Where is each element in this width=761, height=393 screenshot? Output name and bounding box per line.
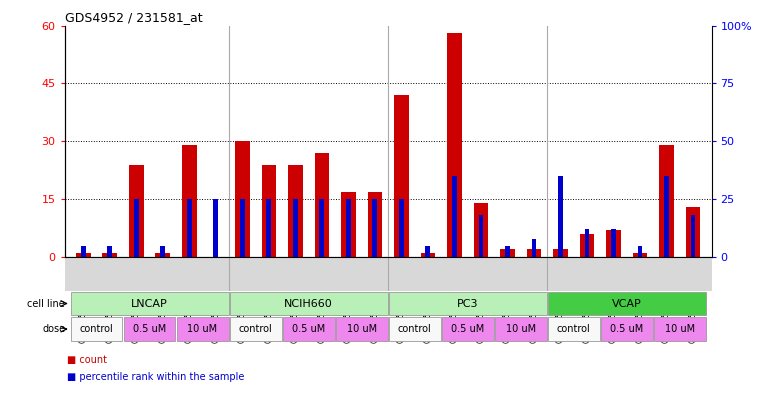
Bar [346, 199, 351, 257]
Bar [266, 199, 271, 257]
Text: LNCAP: LNCAP [131, 299, 168, 309]
Bar [314, 153, 329, 257]
Text: ■ percentile rank within the sample: ■ percentile rank within the sample [67, 372, 244, 382]
Bar [452, 176, 457, 257]
Bar [479, 215, 483, 257]
Bar [441, 317, 494, 341]
Bar [262, 165, 276, 257]
Bar [664, 176, 669, 257]
Bar [659, 145, 673, 257]
Bar [473, 203, 489, 257]
Bar [282, 317, 335, 341]
Bar [230, 292, 387, 315]
Text: 0.5 uM: 0.5 uM [292, 324, 325, 334]
Text: 10 uM: 10 uM [187, 324, 218, 334]
Text: dose: dose [42, 324, 65, 334]
Text: 10 uM: 10 uM [505, 324, 536, 334]
Text: control: control [398, 324, 431, 334]
Bar [394, 95, 409, 257]
Text: PC3: PC3 [457, 299, 479, 309]
Bar [425, 246, 430, 257]
Bar [368, 191, 382, 257]
Bar [580, 234, 594, 257]
Bar [123, 317, 176, 341]
Bar [548, 317, 600, 341]
Bar [389, 292, 546, 315]
Bar [500, 250, 514, 257]
Bar [495, 317, 546, 341]
Bar [81, 246, 86, 257]
Text: 0.5 uM: 0.5 uM [133, 324, 166, 334]
Bar [584, 230, 589, 257]
Bar [161, 246, 165, 257]
Text: VCAP: VCAP [612, 299, 642, 309]
Bar [638, 246, 642, 257]
Bar [527, 250, 541, 257]
Bar [558, 176, 563, 257]
Bar [71, 317, 123, 341]
Bar [553, 250, 568, 257]
Bar [155, 253, 170, 257]
Bar [320, 199, 324, 257]
Bar [240, 199, 245, 257]
Bar [399, 199, 404, 257]
Text: 10 uM: 10 uM [664, 324, 695, 334]
Bar [600, 317, 653, 341]
Bar [134, 199, 139, 257]
Text: cell line: cell line [27, 299, 65, 309]
Bar [76, 253, 91, 257]
Bar [389, 317, 441, 341]
Bar [182, 145, 196, 257]
Bar [187, 199, 192, 257]
Bar [531, 239, 537, 257]
Bar [690, 215, 696, 257]
Bar [213, 199, 218, 257]
Bar [654, 317, 705, 341]
Text: ■ count: ■ count [67, 354, 107, 365]
Bar [129, 165, 144, 257]
Bar [293, 199, 298, 257]
Bar [632, 253, 648, 257]
Text: control: control [557, 324, 591, 334]
Bar [336, 317, 387, 341]
Text: control: control [80, 324, 113, 334]
Bar [288, 165, 303, 257]
Text: 0.5 uM: 0.5 uM [451, 324, 484, 334]
Bar [341, 191, 355, 257]
Bar [230, 317, 282, 341]
Bar [505, 246, 510, 257]
Bar [235, 141, 250, 257]
Bar [607, 230, 621, 257]
Bar [447, 33, 462, 257]
Text: 0.5 uM: 0.5 uM [610, 324, 643, 334]
Text: 10 uM: 10 uM [346, 324, 377, 334]
Text: control: control [239, 324, 272, 334]
Bar [372, 199, 377, 257]
Bar [421, 253, 435, 257]
Bar [548, 292, 705, 315]
Bar [686, 207, 700, 257]
Bar [177, 317, 228, 341]
Text: NCIH660: NCIH660 [284, 299, 333, 309]
Bar [103, 253, 117, 257]
Bar [107, 246, 112, 257]
Bar [611, 230, 616, 257]
Bar [71, 292, 228, 315]
Text: GDS4952 / 231581_at: GDS4952 / 231581_at [65, 11, 202, 24]
